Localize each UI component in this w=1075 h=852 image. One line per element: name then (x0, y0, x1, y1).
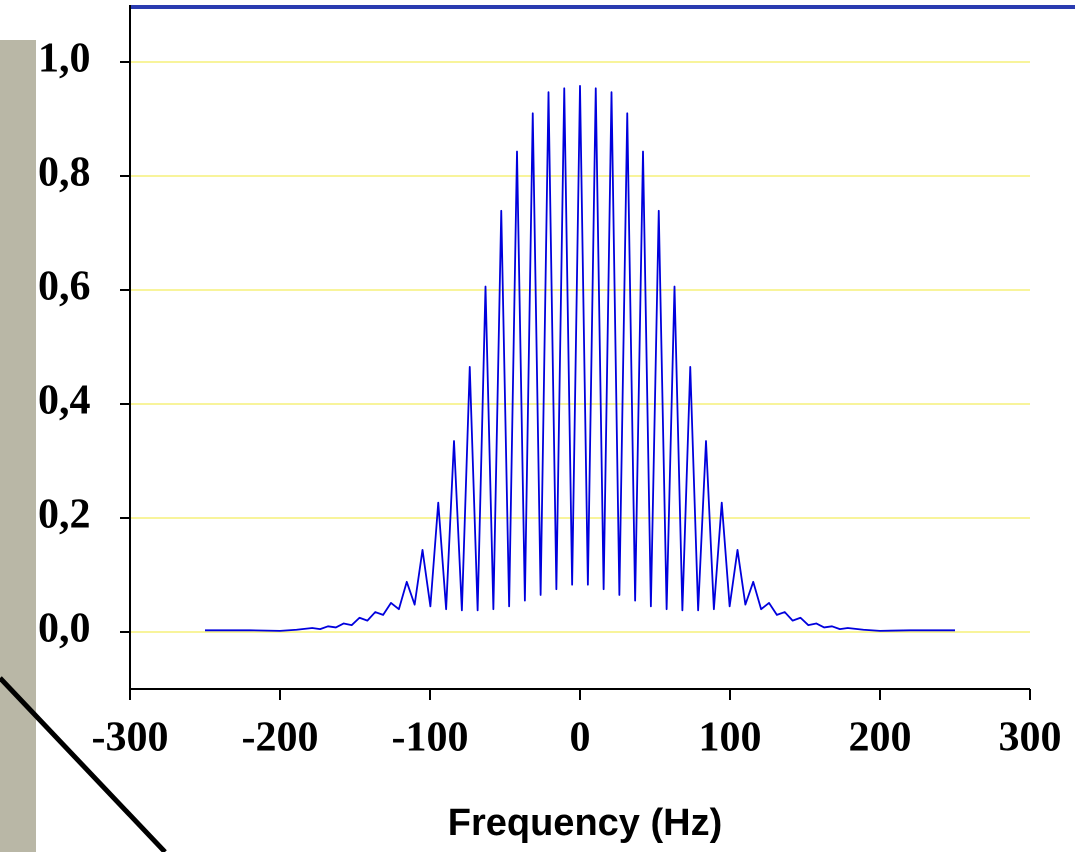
side-photo (0, 40, 36, 852)
data-line (205, 85, 955, 632)
x-axis-label: Frequency (Hz) (448, 802, 722, 844)
y-tick-label: 0,4 (38, 378, 91, 424)
pointer-line (0, 676, 167, 852)
y-tick-label: 1,0 (38, 36, 91, 82)
x-tick-label: -100 (392, 715, 469, 761)
x-tick-label: -300 (92, 715, 169, 761)
x-tick-label: 200 (849, 715, 912, 761)
y-tick-label: 0,6 (38, 264, 91, 310)
y-tick-label: 0,0 (38, 606, 91, 652)
x-tick-label: 300 (999, 715, 1062, 761)
x-tick-label: 100 (699, 715, 762, 761)
x-tick-label: -200 (242, 715, 319, 761)
y-tick-label: 0,2 (38, 492, 91, 538)
y-tick-label: 0,8 (38, 150, 91, 196)
x-tick-label: 0 (570, 715, 591, 761)
